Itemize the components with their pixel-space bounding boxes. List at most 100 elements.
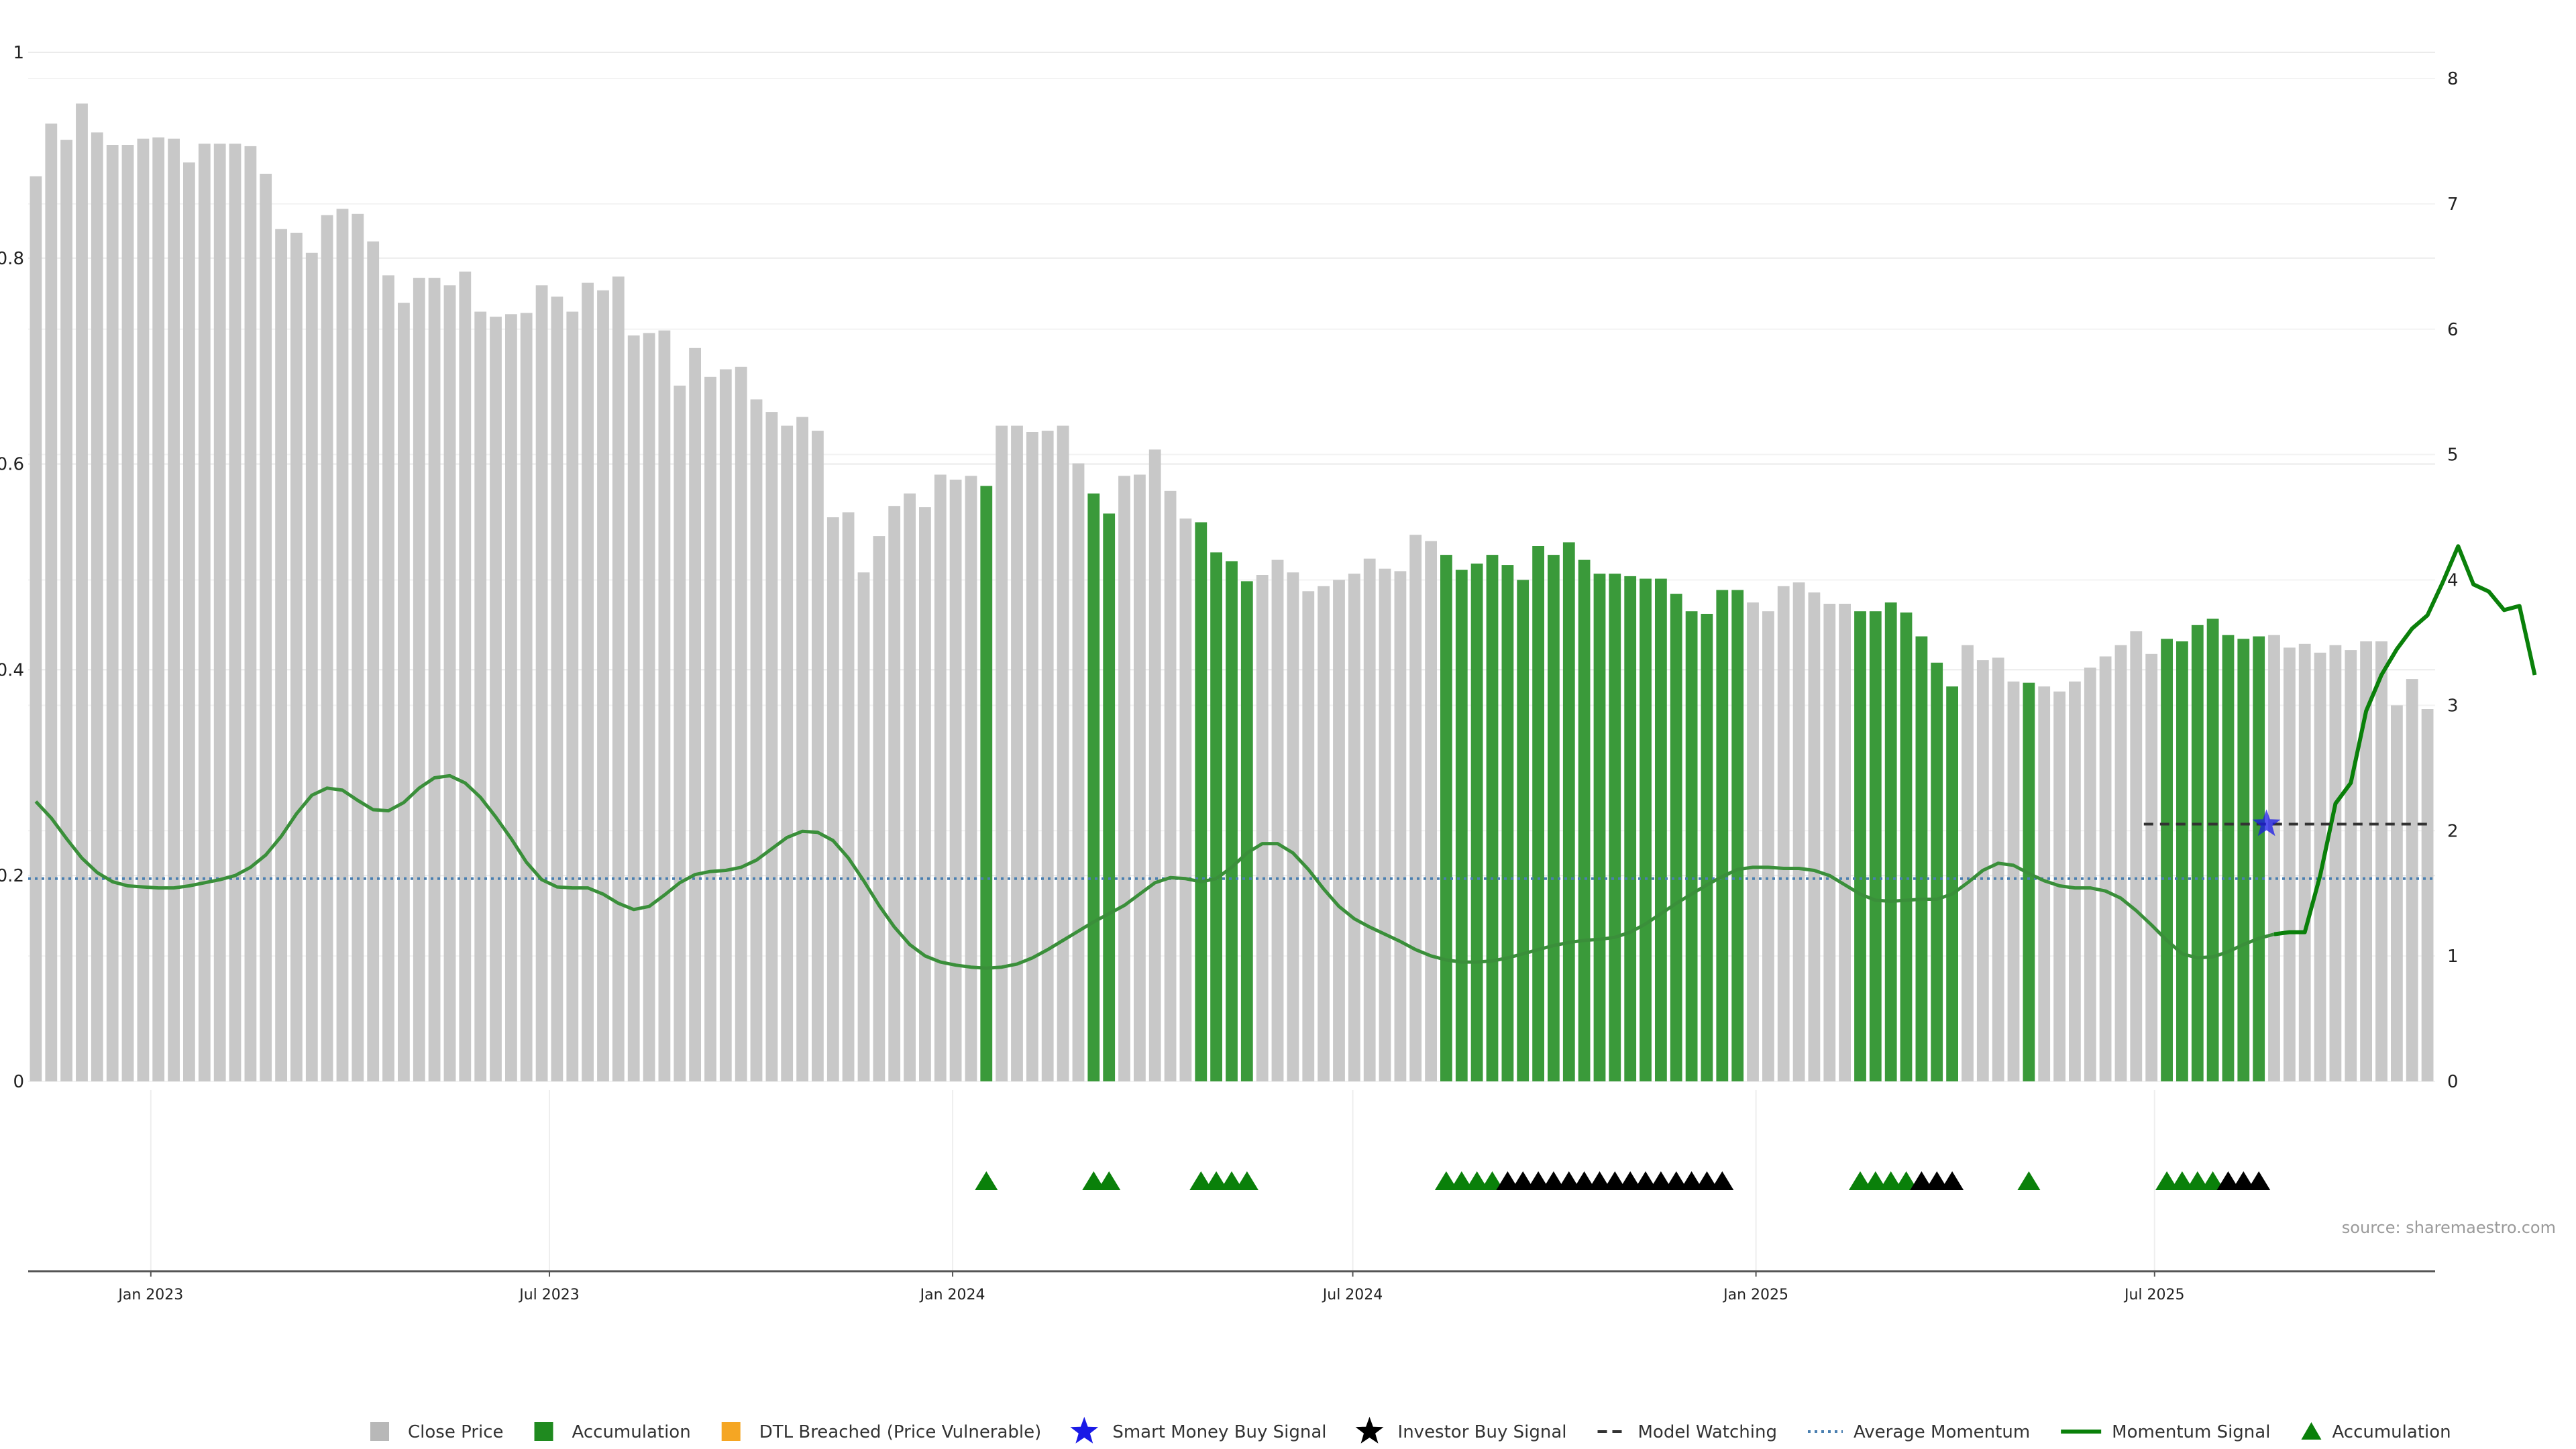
- close-price-bar: [1348, 574, 1360, 1081]
- close-price-bar: [812, 431, 824, 1081]
- accumulation-marker: [2155, 1171, 2179, 1190]
- close-price-bar: [2145, 653, 2158, 1081]
- close-price-bar: [1041, 431, 1054, 1081]
- close-price-bar: [919, 507, 931, 1081]
- close-price-bar: [168, 138, 180, 1082]
- x-tick-label: Jan 2025: [1722, 1287, 1788, 1303]
- investor-buy-marker: [1572, 1171, 1596, 1190]
- investor-buy-marker: [1925, 1171, 1949, 1190]
- close-price-bar: [505, 314, 517, 1081]
- left-tick-label: 0.6: [0, 455, 24, 475]
- legend-label: Accumulation: [572, 1422, 691, 1442]
- accumulation-bar: [1716, 590, 1729, 1081]
- legend-item: Investor Buy Signal: [1355, 1417, 1567, 1444]
- close-price-bar: [1823, 604, 1836, 1081]
- close-price-bar: [260, 174, 272, 1081]
- close-price-bar: [1425, 541, 1437, 1081]
- legend-item: Average Momentum: [1807, 1422, 2030, 1442]
- investor-buy-marker: [1511, 1171, 1535, 1190]
- accumulation-marker: [1434, 1171, 1458, 1190]
- legend-label: Momentum Signal: [2112, 1422, 2270, 1442]
- investor-buy-marker: [1619, 1171, 1642, 1190]
- accumulation-bar: [1854, 611, 1866, 1081]
- legend: Close Price Accumulation DTL Breached (Pri…: [370, 1417, 2451, 1444]
- x-tick-label: Jul 2023: [518, 1287, 580, 1303]
- right-tick-label: 3: [2447, 696, 2459, 716]
- close-price-bar: [45, 123, 58, 1081]
- accumulation-bar: [1685, 611, 1698, 1081]
- close-price-bar: [1118, 476, 1130, 1081]
- close-price-bar: [719, 369, 732, 1081]
- source-note: source: sharemaestro.com: [2342, 1218, 2556, 1237]
- accumulation-bar: [1532, 546, 1544, 1081]
- accumulation-marker: [1097, 1171, 1121, 1190]
- accumulation-bar: [1731, 590, 1744, 1081]
- close-price-bar: [1839, 604, 1851, 1081]
- accumulation-marker: [1082, 1171, 1106, 1190]
- smart-money-buy-star: [2252, 809, 2281, 837]
- investor-buy-marker: [1634, 1171, 1657, 1190]
- close-price-bar: [1134, 474, 1146, 1081]
- right-tick-label: 4: [2447, 571, 2459, 591]
- close-price-bar: [2268, 635, 2280, 1081]
- right-axis: 0 1 2 3 4 5 6 7 8: [2447, 69, 2459, 1092]
- accumulation-bar: [2222, 635, 2235, 1081]
- signal-panel: [150, 1090, 2271, 1271]
- close-price-bar: [750, 399, 763, 1081]
- close-price-bar: [2421, 709, 2434, 1081]
- close-price-bar: [535, 285, 548, 1081]
- investor-buy-marker: [1527, 1171, 1550, 1190]
- investor-buy-marker: [1664, 1171, 1688, 1190]
- close-price-bar: [290, 232, 303, 1081]
- legend-item: Momentum Signal: [2061, 1422, 2270, 1442]
- close-price-bar: [1962, 645, 1974, 1081]
- close-price-bar: [2069, 681, 2081, 1081]
- accumulation-bar: [1946, 686, 1958, 1081]
- right-tick-label: 1: [2447, 947, 2459, 967]
- close-price-bar: [1287, 572, 1299, 1081]
- close-price-bar: [597, 290, 609, 1081]
- accumulation-bar: [1670, 594, 1682, 1081]
- close-price-bar: [321, 215, 333, 1082]
- close-price-bar: [965, 476, 977, 1081]
- accumulation-bar: [1640, 578, 1652, 1081]
- accumulation-bar: [1210, 552, 1222, 1081]
- close-price-bar: [1302, 591, 1315, 1081]
- legend-triangle: [2301, 1422, 2322, 1440]
- close-price-bar: [106, 145, 119, 1081]
- accumulation-bar: [1701, 614, 1713, 1081]
- accumulation-bar: [1869, 611, 1882, 1081]
- close-price-bar: [2130, 631, 2143, 1081]
- accumulation-bar: [1931, 662, 1943, 1081]
- close-price-bar: [428, 278, 441, 1082]
- close-price-bar: [582, 282, 594, 1082]
- accumulation-bar: [1517, 580, 1529, 1081]
- accumulation-marker: [1189, 1171, 1213, 1190]
- accumulation-bar: [1655, 578, 1667, 1081]
- investor-buy-marker: [1542, 1171, 1565, 1190]
- close-price-bar: [443, 285, 456, 1081]
- close-price-bar: [1072, 463, 1085, 1081]
- investor-buy-marker: [1603, 1171, 1627, 1190]
- accumulation-marker: [1864, 1171, 1887, 1190]
- legend-star: [1070, 1417, 1099, 1444]
- close-price-bar: [2114, 645, 2127, 1081]
- close-price-bar: [2099, 656, 2112, 1081]
- x-tick-label: Jul 2024: [1322, 1287, 1383, 1303]
- legend-swatch: [534, 1422, 553, 1441]
- close-price-bar: [765, 412, 778, 1081]
- accumulation-bar: [1900, 612, 1913, 1081]
- accumulation-bar: [2161, 639, 2173, 1081]
- close-price-bar: [2284, 647, 2296, 1081]
- close-price-bar: [949, 480, 962, 1081]
- close-price-bar: [796, 417, 808, 1081]
- legend-label: Model Watching: [1638, 1422, 1777, 1442]
- left-axis: 0 0.2 0.4 0.6 0.8 1: [0, 43, 24, 1092]
- legend-star: [1355, 1417, 1384, 1444]
- accumulation-bar: [1440, 555, 1452, 1081]
- right-tick-label: 6: [2447, 320, 2459, 340]
- close-price-bar: [857, 572, 870, 1081]
- momentum-lines: [28, 544, 2537, 970]
- close-price-bar: [1179, 518, 1192, 1081]
